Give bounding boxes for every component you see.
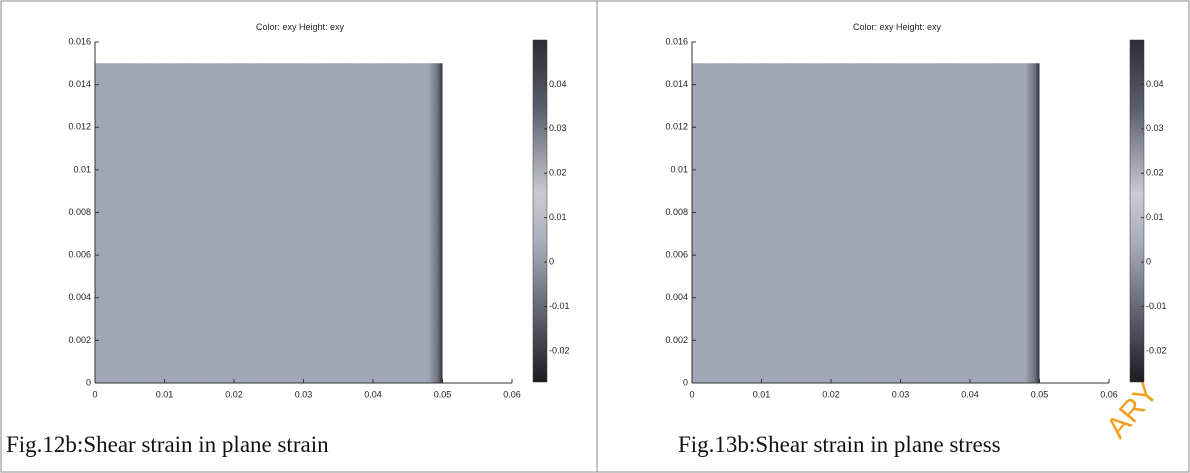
colorbar-tick-label: 0.04 [549, 79, 567, 89]
field-edge [1025, 63, 1040, 383]
y-tick-label: 0.016 [68, 36, 91, 46]
colorbar [532, 39, 548, 383]
colorbar-tick-label: 0.01 [1146, 212, 1164, 222]
colorbar-tick-label: 0.03 [549, 123, 567, 133]
colorbar-tick-label: 0.01 [549, 212, 567, 222]
y-tick-label: 0.008 [665, 207, 688, 217]
y-tick-label: 0.008 [68, 207, 91, 217]
y-tick-label: 0.014 [665, 79, 688, 89]
y-tick-label: 0.002 [68, 335, 91, 345]
colorbar-tick-label: -0.01 [1146, 301, 1167, 311]
y-tick-label: 0 [683, 377, 688, 387]
caption: Fig.13b:Shear strain in plane stress [678, 432, 1001, 457]
x-tick-label: 0 [689, 389, 694, 399]
y-tick-label: 0.004 [68, 292, 91, 302]
field-noise [692, 63, 1040, 383]
plot-title: Color: exy Height: exy [853, 22, 942, 32]
y-tick-label: 0.012 [68, 122, 91, 132]
colorbar-tick-label: 0.03 [1146, 123, 1164, 133]
x-tick-label: 0.03 [295, 389, 313, 399]
x-tick-label: 0.06 [503, 389, 521, 399]
x-tick-label: 0.01 [753, 389, 771, 399]
x-tick-label: 0 [92, 389, 97, 399]
y-tick-label: 0.012 [665, 122, 688, 132]
watermark: ARY [1100, 376, 1165, 444]
x-tick-label: 0.06 [1100, 389, 1118, 399]
field-noise [95, 63, 443, 383]
y-tick-label: 0.014 [68, 79, 91, 89]
y-tick-label: 0.01 [670, 164, 688, 174]
y-tick-label: 0.002 [665, 335, 688, 345]
x-tick-label: 0.04 [961, 389, 979, 399]
y-tick-label: 0.004 [665, 292, 688, 302]
colorbar-tick-label: 0.02 [549, 168, 567, 178]
x-tick-label: 0.05 [434, 389, 452, 399]
x-tick-label: 0.02 [822, 389, 840, 399]
y-tick-label: 0.016 [665, 36, 688, 46]
y-tick-label: 0.006 [68, 250, 91, 260]
caption: Fig.12b:Shear strain in plane strain [6, 432, 329, 457]
field-edge [428, 63, 443, 383]
x-tick-label: 0.03 [892, 389, 910, 399]
colorbar-tick-label: -0.01 [549, 301, 570, 311]
x-tick-label: 0.04 [364, 389, 382, 399]
x-tick-label: 0.01 [156, 389, 174, 399]
colorbar-tick-label: 0 [1146, 256, 1151, 266]
y-tick-label: 0.01 [73, 164, 91, 174]
x-tick-label: 0.02 [225, 389, 243, 399]
colorbar-tick-label: 0.04 [1146, 79, 1164, 89]
y-tick-label: 0 [86, 377, 91, 387]
colorbar [1129, 39, 1145, 383]
x-tick-label: 0.05 [1031, 389, 1049, 399]
colorbar-tick-label: 0.02 [1146, 168, 1164, 178]
colorbar-tick-label: -0.02 [549, 345, 570, 355]
colorbar-tick-label: -0.02 [1146, 345, 1167, 355]
y-tick-label: 0.006 [665, 250, 688, 260]
plot-title: Color: exy Height: exy [256, 22, 345, 32]
colorbar-tick-label: 0 [549, 256, 554, 266]
